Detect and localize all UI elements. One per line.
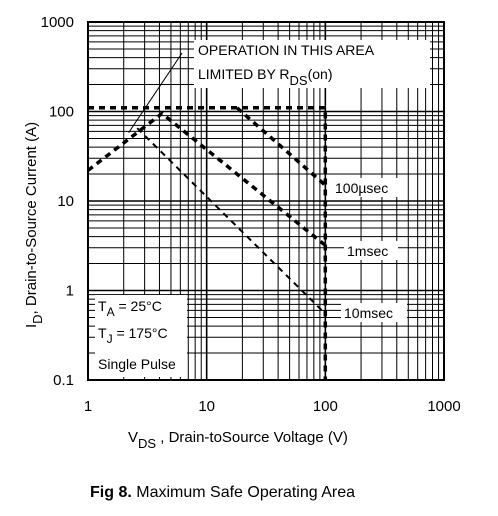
series-label-100usec: 100µsec: [335, 180, 388, 196]
series-lines: [86, 106, 328, 380]
pulse-condition: Single Pulse: [98, 356, 176, 372]
rds-callout-line1: OPERATION IN THIS AREA: [198, 42, 375, 58]
tj-condition: TJ = 175°C: [98, 325, 168, 346]
x-tick-label: 1: [84, 398, 92, 415]
x-axis-title: VDS , Drain-toSource Voltage (V): [128, 429, 348, 451]
tick-labels: 1 10 100 1000 0.1 1 10 100 1000: [41, 14, 461, 415]
series-line-10msec: [136, 127, 327, 315]
x-tick-label: 10: [198, 398, 215, 415]
plot-frame: [87, 21, 445, 381]
rds-callout: OPERATION IN THIS AREA LIMITED BY RDS(on…: [194, 40, 430, 88]
y-tick-label: 100: [49, 104, 74, 121]
y-tick-label: 0.1: [53, 372, 74, 389]
figure-caption: Fig 8. Maximum Safe Operating Area: [90, 484, 355, 501]
series-line-1msec: [86, 111, 327, 247]
series-labels: 100µsec 1msec 10msec: [332, 178, 407, 322]
x-tick-label: 1000: [427, 398, 460, 415]
test-conditions: TA = 25°C TJ = 175°C Single Pulse: [95, 295, 187, 377]
ta-condition: TA = 25°C: [98, 298, 162, 319]
rds-callout-background: [194, 40, 430, 88]
series-label-10msec: 10msec: [344, 305, 393, 321]
rds-callout-line2: LIMITED BY RDS(on): [198, 66, 333, 88]
y-axis-title: ID, Drain-to-Source Current (A): [23, 122, 45, 328]
series-label-1msec: 1msec: [347, 243, 388, 259]
x-tick-label: 100: [313, 398, 338, 415]
y-tick-label: 1: [66, 283, 74, 300]
y-tick-label: 10: [57, 193, 74, 210]
series-line-limit-3: [88, 106, 328, 380]
series-line-100sec: [235, 106, 327, 187]
rds-callout-pointer: [128, 52, 183, 133]
y-tick-label: 1000: [41, 14, 74, 31]
